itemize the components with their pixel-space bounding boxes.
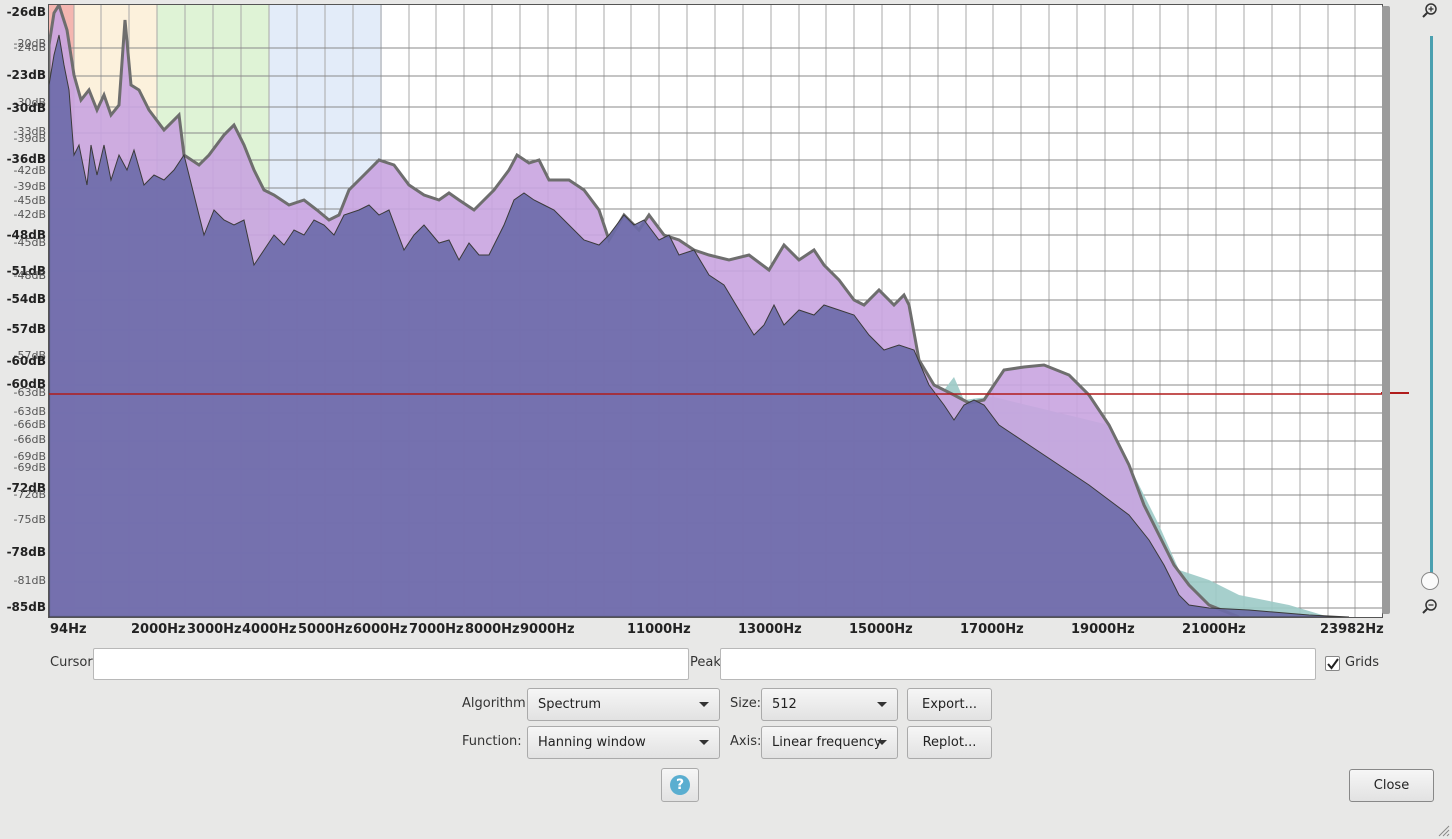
function-value: Hanning window	[538, 735, 646, 750]
db-label: -48dB	[13, 269, 47, 282]
db-label: -36dB	[6, 152, 46, 166]
function-select[interactable]: Hanning window	[527, 726, 720, 759]
replot-button[interactable]: Replot...	[907, 726, 992, 759]
db-label: -24dB	[13, 41, 47, 54]
grids-label: Grids	[1345, 655, 1380, 670]
export-button[interactable]: Export...	[907, 688, 992, 721]
axis-label: Axis:	[730, 734, 762, 749]
freq-label: 19000Hz	[1071, 622, 1135, 637]
db-label: -45dB	[13, 194, 47, 207]
db-label: -75dB	[13, 513, 47, 526]
db-label: -23dB	[6, 68, 46, 82]
freq-label: 2000Hz	[131, 622, 186, 637]
peak-label: Peak:	[690, 655, 726, 670]
db-label: -72dB	[6, 481, 46, 495]
chevron-down-icon	[877, 740, 887, 745]
db-label: -30dB	[6, 101, 46, 115]
db-label: -30dB	[13, 96, 47, 109]
spectrum-dark-area	[49, 34, 1350, 617]
zoom-in-icon[interactable]	[1421, 2, 1439, 20]
checkmark-icon	[1327, 658, 1339, 670]
db-label: -51dB	[6, 264, 46, 278]
db-label: -85dB	[6, 600, 46, 614]
db-label: -57dB	[6, 322, 46, 336]
axis-value: Linear frequency	[772, 735, 882, 750]
grids-checkbox[interactable]	[1325, 656, 1340, 671]
help-icon: ?	[670, 775, 690, 795]
zoom-slider-handle[interactable]	[1421, 572, 1439, 590]
freq-label: 17000Hz	[960, 622, 1024, 637]
freq-label: 4000Hz	[242, 622, 297, 637]
close-button[interactable]: Close	[1349, 769, 1434, 802]
freq-label: 9000Hz	[520, 622, 575, 637]
resize-grip-icon[interactable]	[1436, 823, 1450, 837]
freq-label: 11000Hz	[627, 622, 691, 637]
cursor-line-extension	[1381, 392, 1409, 394]
db-label: -45dB	[13, 236, 47, 249]
zoom-slider-track[interactable]	[1430, 36, 1433, 581]
db-label: -78dB	[6, 545, 46, 559]
algorithm-value: Spectrum	[538, 697, 601, 712]
db-label: -54dB	[6, 292, 46, 306]
db-label: -42dB	[13, 164, 47, 177]
freq-label: 5000Hz	[298, 622, 353, 637]
axis-select[interactable]: Linear frequency	[761, 726, 898, 759]
db-label: -69dB	[13, 461, 47, 474]
help-button[interactable]: ?	[661, 768, 699, 802]
db-label: -20dB	[13, 37, 47, 50]
algorithm-select[interactable]: Spectrum	[527, 688, 720, 721]
chevron-down-icon	[699, 702, 709, 707]
freq-label: 94Hz	[50, 622, 87, 637]
function-label: Function:	[462, 734, 522, 749]
freq-label: 13000Hz	[738, 622, 802, 637]
db-label: -48dB	[6, 228, 46, 242]
db-label: -66dB	[13, 418, 47, 431]
db-label: -60dB	[6, 354, 46, 368]
freq-label: 23982Hz	[1320, 622, 1384, 637]
chevron-down-icon	[699, 740, 709, 745]
db-label: -72dB	[13, 488, 47, 501]
db-label: -63dB	[13, 405, 47, 418]
db-label: -69dB	[13, 450, 47, 463]
freq-label: 15000Hz	[849, 622, 913, 637]
db-label: -57dB	[13, 349, 47, 362]
chevron-down-icon	[877, 702, 887, 707]
size-value: 512	[772, 697, 797, 712]
freq-label: 3000Hz	[187, 622, 242, 637]
db-label: -66dB	[13, 433, 47, 446]
size-select[interactable]: 512	[761, 688, 898, 721]
db-label: -42dB	[13, 208, 47, 221]
freq-label: 8000Hz	[465, 622, 520, 637]
db-label: -39dB	[13, 132, 47, 145]
db-label: -81dB	[13, 574, 47, 587]
freq-label: 7000Hz	[409, 622, 464, 637]
spectrum-plot[interactable]	[48, 4, 1383, 618]
algorithm-label: Algorithm:	[462, 696, 531, 711]
cursor-label: Cursor:	[50, 655, 97, 670]
db-label: -63dB	[13, 386, 47, 399]
freq-label: 21000Hz	[1182, 622, 1246, 637]
db-label: -60dB	[6, 377, 46, 391]
spectrum-graph	[49, 5, 1382, 617]
size-label: Size:	[730, 696, 762, 711]
cursor-field[interactable]	[93, 648, 689, 680]
vertical-scrollbar[interactable]	[1382, 6, 1390, 614]
db-label: -39dB	[13, 180, 47, 193]
db-label: -26dB	[6, 5, 46, 19]
zoom-out-icon[interactable]	[1421, 598, 1439, 616]
peak-field[interactable]	[720, 648, 1316, 680]
db-label: -33dB	[13, 125, 47, 138]
freq-label: 6000Hz	[353, 622, 408, 637]
db-axis: -26dB -20dB -24dB -23dB -30dB -30dB -33d…	[0, 0, 46, 620]
